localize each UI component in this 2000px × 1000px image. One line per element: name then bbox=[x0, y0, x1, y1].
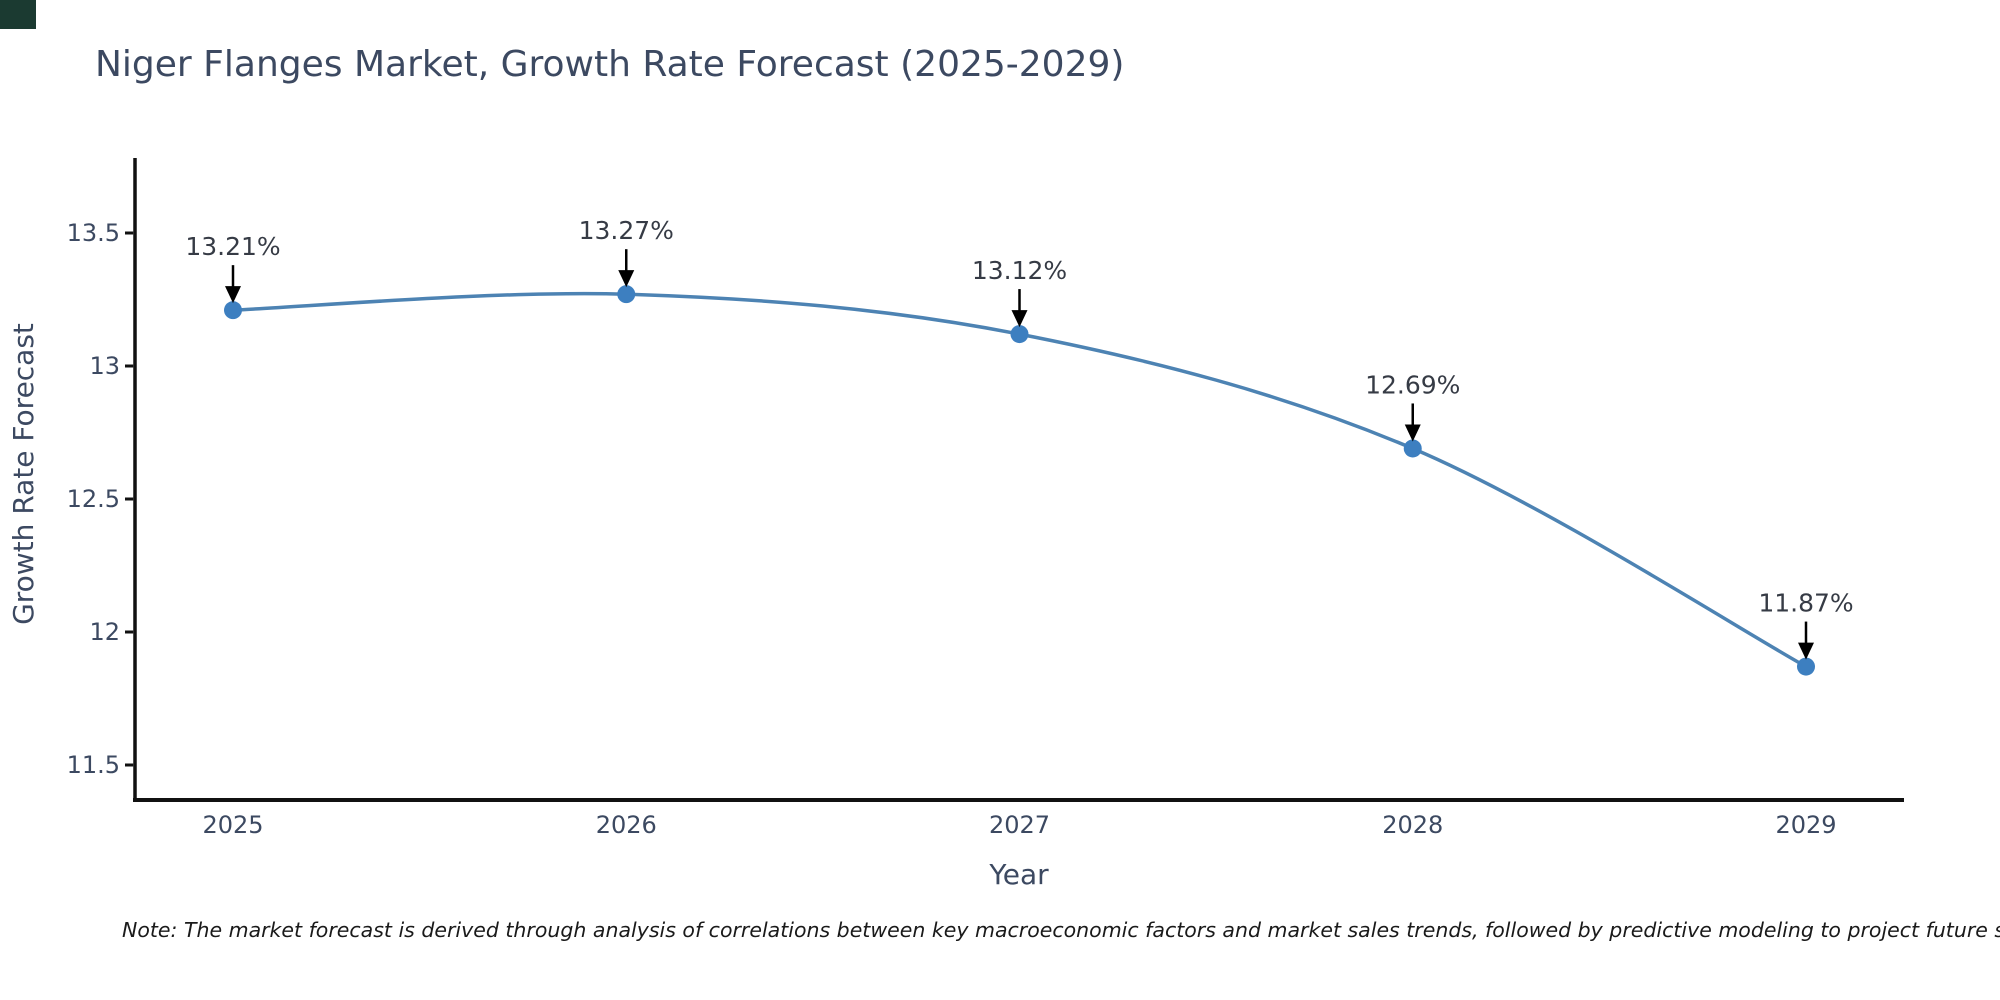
x-tick-label: 2026 bbox=[596, 811, 657, 839]
point-value-label: 11.87% bbox=[1758, 589, 1853, 618]
data-point-marker bbox=[1797, 657, 1815, 676]
y-tick-label: 13 bbox=[89, 352, 120, 380]
line-series bbox=[224, 285, 1815, 676]
axes-spines bbox=[133, 158, 1904, 802]
x-axis-title: Year bbox=[988, 858, 1049, 891]
x-tick-label: 2028 bbox=[1382, 811, 1443, 839]
data-point-marker bbox=[1403, 439, 1422, 458]
annotation-arrowhead-icon bbox=[1011, 310, 1028, 328]
annotation-arrowhead-icon bbox=[225, 286, 241, 304]
y-tick-label: 12.5 bbox=[67, 485, 120, 513]
y-tick-label: 12 bbox=[89, 618, 120, 646]
point-value-label: 13.27% bbox=[579, 216, 674, 245]
x-tick-label: 2029 bbox=[1775, 811, 1836, 839]
annotation-arrowhead-icon bbox=[1404, 424, 1421, 442]
corner-artifact bbox=[0, 0, 36, 29]
x-tick-label: 2025 bbox=[202, 811, 263, 839]
point-value-label: 13.21% bbox=[185, 232, 280, 261]
chart-footnote: Note: The market forecast is derived thr… bbox=[122, 918, 2000, 942]
data-point-marker bbox=[1010, 325, 1029, 344]
data-point-marker bbox=[617, 285, 636, 304]
point-value-label: 12.69% bbox=[1365, 370, 1460, 399]
x-tick-label: 2027 bbox=[989, 811, 1050, 839]
point-value-label: 13.12% bbox=[972, 256, 1067, 285]
x-axis-ticks: 2025 2026 2027 2028 2029 bbox=[202, 811, 1836, 839]
y-tick-label: 11.5 bbox=[67, 751, 120, 779]
y-axis-ticks: 11.5 12 12.5 13 13.5 bbox=[67, 219, 134, 779]
data-point-marker bbox=[224, 301, 242, 320]
chart-title: Niger Flanges Market, Growth Rate Foreca… bbox=[95, 44, 1125, 85]
y-tick-label: 13.5 bbox=[67, 219, 120, 247]
annotation-arrowhead-icon bbox=[1798, 642, 1814, 660]
point-annotations: 13.21% 13.27% 13.12% 12.69% 11.87% bbox=[185, 216, 1854, 660]
y-axis-title: Growth Rate Forecast bbox=[7, 323, 40, 625]
forecast-line bbox=[231, 291, 1808, 669]
annotation-arrowhead-icon bbox=[618, 270, 635, 288]
